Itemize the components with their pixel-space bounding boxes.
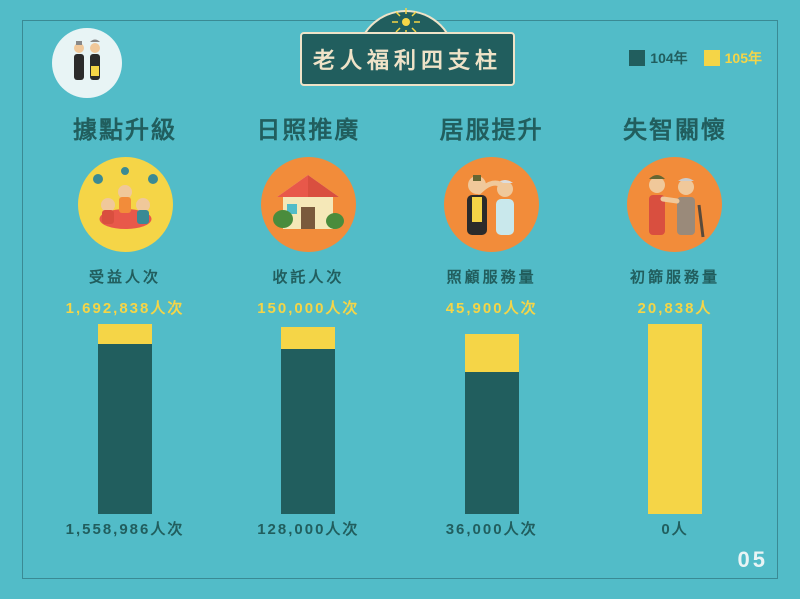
pillar-col-1: 據點升級 受益人次 1,692,838人次 1,558,986人次: [40, 110, 210, 559]
value-104: 0人: [661, 518, 688, 539]
legend-swatch-105: [704, 50, 720, 66]
pillar-illus-caregiver: [444, 157, 539, 252]
bar-chart: [98, 324, 152, 514]
bar-105: [465, 334, 519, 372]
bar-chart: [648, 324, 702, 514]
pillar-columns: 據點升級 受益人次 1,692,838人次 1,558,986人次: [40, 110, 760, 559]
legend-label-105: 105年: [725, 48, 762, 68]
pillar-col-3: 居服提升 照顧服務量 45,900人次 36,000人次: [407, 110, 577, 559]
value-104: 36,000人次: [446, 518, 538, 539]
bar-104: [281, 349, 335, 514]
pillar-illus-dementia-care: [627, 157, 722, 252]
bar-chart: [465, 324, 519, 514]
bar-chart: [281, 324, 335, 514]
title-banner: 老人福利四支柱: [300, 32, 515, 86]
value-105: 45,900人次: [446, 297, 538, 318]
value-105: 1,692,838人次: [66, 297, 185, 318]
pillar-col-4: 失智關懷 初篩服務量 20,838人 0人: [590, 110, 760, 559]
pillar-illus-house: [261, 157, 356, 252]
pillar-col-2: 日照推廣 收託人次 150,000人次 128,000人次: [223, 110, 393, 559]
pillar-title: 失智關懷: [623, 110, 727, 145]
corner-couple-icon: [52, 28, 122, 98]
metric-label: 收託人次: [272, 266, 344, 287]
metric-label: 初篩服務量: [630, 266, 720, 287]
metric-label: 照顧服務量: [447, 266, 537, 287]
page-title: 老人福利四支柱: [313, 43, 502, 75]
bar-105: [98, 324, 152, 344]
pillar-title: 據點升級: [73, 110, 177, 145]
pillar-title: 日照推廣: [256, 110, 360, 145]
bar-104: [465, 372, 519, 514]
value-104: 1,558,986人次: [66, 518, 185, 539]
value-105: 20,838人: [638, 297, 713, 318]
legend-item-104: 104年: [629, 48, 687, 68]
legend-swatch-104: [629, 50, 645, 66]
pillar-title: 居服提升: [440, 110, 544, 145]
value-104: 128,000人次: [257, 518, 359, 539]
bar-105: [281, 327, 335, 349]
bar-105: [648, 324, 702, 514]
legend-item-105: 105年: [704, 48, 762, 68]
page-number: 05: [738, 547, 768, 573]
legend-label-104: 104年: [650, 48, 687, 68]
value-105: 150,000人次: [257, 297, 359, 318]
legend: 104年 105年: [629, 48, 762, 68]
metric-label: 受益人次: [89, 266, 161, 287]
bar-104: [98, 344, 152, 514]
pillar-illus-gathering: [78, 157, 173, 252]
